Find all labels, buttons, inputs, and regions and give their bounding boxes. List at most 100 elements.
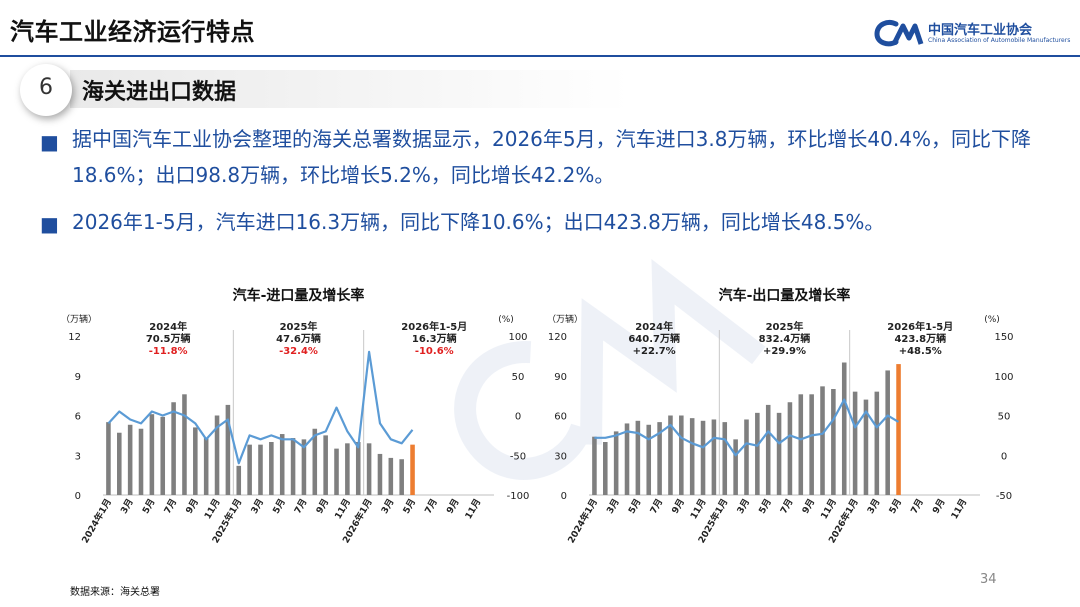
x-axis-tick: 3月 xyxy=(379,497,396,516)
section-heading-bar xyxy=(70,70,630,108)
bar xyxy=(852,391,858,495)
x-axis-tick: 11月 xyxy=(949,497,969,521)
right-axis-tick: -50 xyxy=(510,451,526,462)
bullet-text-ytd: 2026年1-5月，汽车进口16.3万辆，同比下降10.6%；出口423.8万辆… xyxy=(72,210,885,234)
left-axis-tick: 9 xyxy=(75,372,81,383)
left-axis-tick: 90 xyxy=(554,372,567,383)
export-chart: 汽车-出口量及增长率 （万辆） (%) 0 30 60 90 120 -50 0 50 100 150 2… xyxy=(548,278,1028,578)
bar xyxy=(269,442,274,495)
bar xyxy=(323,435,328,495)
left-axis-unit: （万辆） xyxy=(548,313,583,325)
x-axis-tick: 7月 xyxy=(909,497,926,516)
annotation-change: -11.8% xyxy=(149,346,188,357)
right-axis-tick: 100 xyxy=(994,372,1013,383)
bar xyxy=(755,412,760,495)
left-axis-tick: 120 xyxy=(548,332,567,343)
bar xyxy=(138,428,144,495)
x-axis-tick: 3月 xyxy=(865,497,882,516)
caam-logo-icon xyxy=(874,19,924,47)
bar xyxy=(290,438,296,495)
annotation-period: 2025年 xyxy=(766,320,804,333)
bar xyxy=(646,424,652,495)
bullet-marker: ■ xyxy=(40,130,59,154)
x-axis-tick: 2024年1月 xyxy=(79,497,114,546)
x-axis-tick: 7月 xyxy=(162,497,179,516)
right-axis-tick: 150 xyxy=(994,332,1013,343)
export-chart-svg: 汽车-出口量及增长率 （万辆） (%) 0 30 60 90 120 -50 0 50 100 150 2… xyxy=(548,287,1014,546)
header-divider xyxy=(0,55,1080,57)
bar xyxy=(279,434,285,495)
annotation-total: 47.6万辆 xyxy=(276,332,321,345)
annotation-total: 640.7万辆 xyxy=(628,332,680,345)
section-title: 海关进出口数据 xyxy=(82,80,237,105)
x-axis-tick: 11月 xyxy=(819,497,839,521)
annotation-change: -10.6% xyxy=(415,346,454,357)
bar xyxy=(258,444,263,495)
x-axis-tick: 2024年1月 xyxy=(565,497,600,546)
x-axis-tick: 5月 xyxy=(887,497,904,516)
x-axis-tick: 5月 xyxy=(626,497,643,516)
bar xyxy=(377,453,383,495)
x-axis-tick: 7月 xyxy=(423,497,440,516)
bar xyxy=(624,423,630,495)
bar xyxy=(334,448,339,495)
bar xyxy=(247,444,252,495)
bar xyxy=(679,415,684,495)
x-axis-tick: 3月 xyxy=(119,497,136,516)
annotation-change: +48.5% xyxy=(899,346,942,357)
annotation-period: 2026年1-5月 xyxy=(401,320,467,333)
x-axis-tick: 5月 xyxy=(271,497,288,516)
x-axis-tick: 9月 xyxy=(670,497,687,516)
bar xyxy=(214,415,220,495)
annotation-period: 2025年 xyxy=(280,320,318,333)
annotation-period: 2024年 xyxy=(149,320,187,333)
x-axis-tick: 3月 xyxy=(249,497,266,516)
bar xyxy=(603,442,608,495)
bar xyxy=(160,416,166,495)
right-axis-tick: -50 xyxy=(996,491,1012,502)
bar xyxy=(635,420,641,495)
logo-name-cn: 中国汽车工业协会 xyxy=(928,23,1033,38)
left-axis-tick: 0 xyxy=(561,491,567,502)
bar xyxy=(711,419,717,495)
import-chart-svg: 汽车-进口量及增长率 （万辆） (%) 0 3 6 9 12 -100 -50 0 50 100 2024… xyxy=(62,287,529,546)
left-axis-tick: 3 xyxy=(75,451,81,462)
header-bar: 汽车工业经济运行特点 中国汽车工业协会 China Association of… xyxy=(0,0,1080,62)
x-axis-tick: 11月 xyxy=(333,497,353,521)
left-axis-tick: 30 xyxy=(554,451,567,462)
bar xyxy=(668,415,673,495)
annotation-total: 423.8万辆 xyxy=(894,332,946,345)
growth-rate-line xyxy=(594,398,900,457)
bar xyxy=(171,402,176,495)
left-axis-tick: 12 xyxy=(68,332,81,343)
bar xyxy=(312,428,318,495)
left-axis-tick: 6 xyxy=(75,412,81,423)
import-chart: 汽车-进口量及增长率 （万辆） (%) 0 3 6 9 12 -100 -50 0 50 100 2024… xyxy=(62,278,542,578)
bar xyxy=(820,386,825,495)
page-number: 34 xyxy=(980,572,997,587)
bar xyxy=(700,420,706,495)
bar xyxy=(776,412,782,495)
annotation-period: 2024年 xyxy=(635,320,673,333)
right-axis-tick: 0 xyxy=(515,412,521,423)
right-axis-unit: (%) xyxy=(498,315,514,325)
bar xyxy=(236,465,242,495)
x-axis-tick: 9月 xyxy=(184,497,201,516)
bar xyxy=(127,424,133,495)
x-axis-tick: 9月 xyxy=(444,497,461,516)
bar xyxy=(744,419,749,495)
bar xyxy=(613,431,619,495)
section-number: 6 xyxy=(39,75,53,100)
bar xyxy=(410,444,415,495)
right-axis-tick: 50 xyxy=(512,372,525,383)
bar xyxy=(657,422,662,495)
section-number-badge: 6 xyxy=(20,64,72,116)
x-axis-tick: 3月 xyxy=(605,497,622,516)
right-axis-tick: 0 xyxy=(1001,451,1007,462)
bar xyxy=(366,443,372,495)
x-axis-tick: 7月 xyxy=(648,497,665,516)
x-axis-tick: 9月 xyxy=(314,497,331,516)
growth-rate-line xyxy=(107,350,414,465)
bar xyxy=(388,457,394,495)
bar xyxy=(345,443,350,495)
